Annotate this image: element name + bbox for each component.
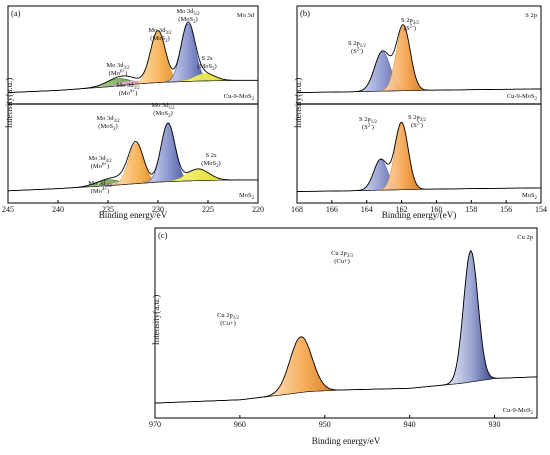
x-tick-label: 168 [291, 205, 303, 214]
peak-label: Mo 3d3/2 [96, 115, 120, 124]
x-tick-label: 950 [319, 420, 331, 429]
x-tick-label: 235 [102, 205, 114, 214]
x-axis-label: Binding energy/(eV) [382, 210, 457, 220]
peak-label: Mo 3d5/2 [176, 8, 200, 17]
peak-species-label: (S2-) [351, 48, 363, 55]
peak-species-label: (S2-) [362, 124, 374, 131]
x-tick-label: 220 [252, 205, 264, 214]
x-tick-label: 158 [465, 205, 477, 214]
peak-species-label: (S2-) [411, 122, 423, 129]
core-level-label: Cu 2p [517, 234, 533, 241]
peak-species-label: (Mo4+) [119, 90, 137, 97]
panel-label: (b) [300, 8, 310, 18]
panel-c: (c) Cu 2p 970 960 950 940 930 Binding energy/eV… [149, 227, 538, 446]
sample-label: Cu-9-MoS2 [224, 93, 255, 102]
envelope-line [296, 24, 541, 94]
peak-species-label: (MoS2) [201, 160, 220, 169]
peak-species-label: (Mo4+) [91, 188, 109, 195]
peak-species-label: (Mo6+) [91, 163, 109, 170]
y-axis-label: Intensity(a.u.) [293, 78, 303, 128]
peak-label: Cu 2p3/3 [331, 250, 353, 259]
sample-label: MoS2 [522, 192, 538, 201]
peak-species-label: (MoS2) [197, 63, 216, 72]
core-level-label: Mo 3d [237, 12, 255, 19]
x-tick-label: 160 [430, 205, 442, 214]
peak-component [445, 250, 497, 386]
x-tick-label: 240 [52, 205, 64, 214]
peak-species-label: (Mo6+) [109, 70, 127, 77]
peak-label: S 2s [205, 152, 216, 159]
x-tick-label: 164 [361, 205, 373, 214]
panel-a: (a) Mo 3d 245 240 235 230 225 220 Binding energy… [2, 5, 264, 220]
x-tick-label: 166 [326, 205, 338, 214]
x-tick-label: 162 [396, 205, 408, 214]
x-tick-label: 245 [2, 205, 14, 214]
panel-label: (c) [158, 230, 168, 240]
peak-species-label: (MoS2) [98, 123, 117, 132]
peak-label: S 2p3/2 [408, 114, 426, 123]
x-tick-label: 225 [202, 205, 214, 214]
peak-label: S 2p1/2 [359, 116, 377, 125]
peak-species-label: (MoS2) [178, 16, 197, 25]
peak-label: Mo 3d3/2 [88, 155, 112, 164]
peak-component [263, 336, 339, 398]
sample-label: Cu-9-MoS2 [507, 93, 538, 102]
x-axis-label: Binding energy/eV [99, 210, 168, 220]
peak-species-label: (S2-) [404, 25, 416, 32]
peak-species-label: (MoS2) [150, 35, 169, 44]
x-axis-label: Binding energy/eV [312, 436, 381, 446]
x-tick-label: 230 [152, 205, 164, 214]
panel-label: (a) [11, 8, 21, 18]
peak-label: Mo 3d3/2 [116, 82, 140, 91]
peak-label: Mo 3d3/2 [148, 27, 172, 36]
plot-frame [154, 227, 538, 419]
panel-b: (b) S 2p 168 166 164 162 160 158 156 154 Binding e… [291, 5, 547, 220]
peak-label: Mo 3d3/2 [106, 62, 130, 71]
peak-species-label: (Cu+) [220, 320, 236, 327]
x-tick-label: 940 [404, 420, 416, 429]
x-tick-label: 960 [234, 420, 246, 429]
peak-label: Mo 3d3/2 [88, 180, 112, 189]
peak-species-label: (Cu+) [334, 258, 350, 265]
sample-label: MoS2 [239, 192, 255, 201]
peak-label: Cu 2p1/2 [217, 312, 239, 321]
x-tick-label: 970 [149, 420, 161, 429]
envelope-line [8, 122, 258, 192]
peak-species-label: (MoS2) [153, 110, 172, 119]
core-level-label: S 2p [525, 12, 537, 19]
envelope-line [297, 121, 541, 192]
peak-label: S 2s [201, 55, 212, 62]
y-axis-label: Intensity(a.u.) [151, 295, 161, 345]
envelope-line [7, 21, 258, 94]
x-tick-label: 930 [489, 420, 501, 429]
envelope-line [154, 249, 538, 404]
x-tick-label: 156 [500, 205, 512, 214]
peak-label: Mo 3d5/2 [151, 102, 175, 111]
x-tick-label: 154 [535, 205, 547, 214]
sample-label: Cu-9-MoS2 [503, 407, 534, 416]
y-axis-label: Intensity(a.u.) [4, 78, 14, 128]
peak-label: S 2p3/2 [401, 17, 419, 26]
peak-label: S 2p1/2 [348, 40, 366, 49]
